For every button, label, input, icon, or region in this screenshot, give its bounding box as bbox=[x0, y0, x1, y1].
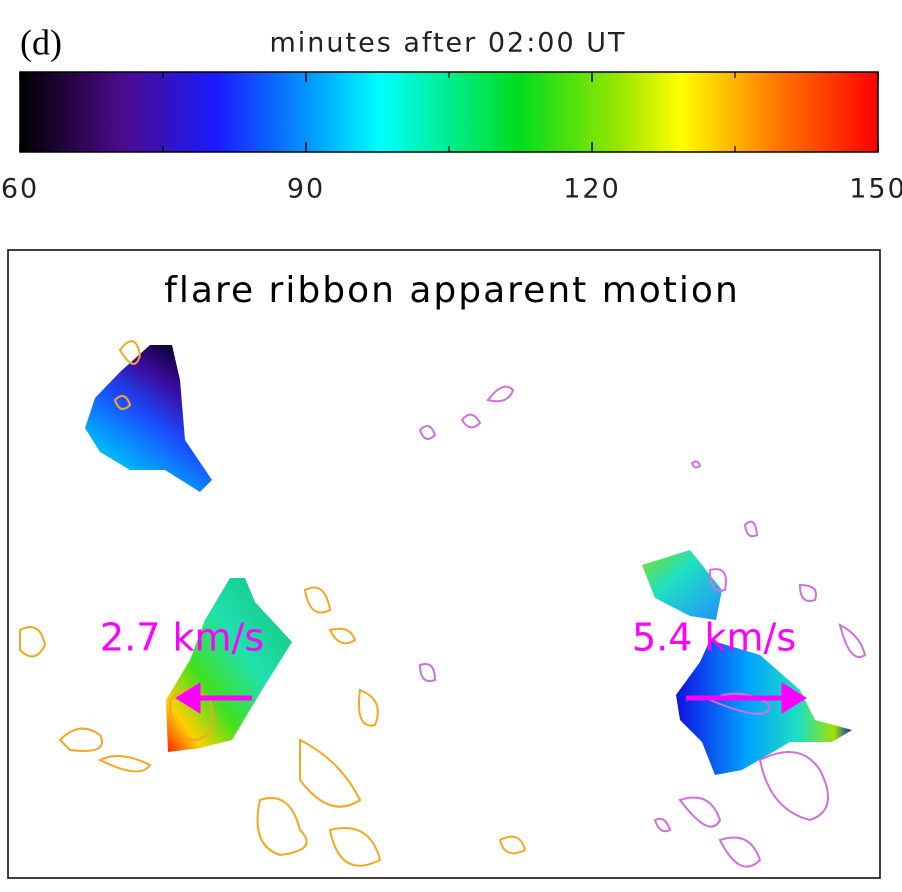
tick-label: 150 bbox=[849, 174, 902, 205]
contours bbox=[19, 340, 867, 868]
arrows bbox=[175, 682, 807, 714]
panel-title: flare ribbon apparent motion bbox=[164, 270, 740, 311]
tick-label: 120 bbox=[563, 174, 621, 205]
tick-label: 60 bbox=[1, 174, 39, 205]
ribbon bbox=[642, 550, 722, 620]
tick-label: 90 bbox=[287, 174, 325, 205]
arrow-head bbox=[175, 682, 201, 714]
panel-frame bbox=[7, 249, 881, 879]
ribbon bbox=[166, 578, 292, 752]
colorbar-title: minutes after 02:00 UT bbox=[270, 28, 627, 59]
arrow-head bbox=[781, 682, 807, 714]
colorbar-scale bbox=[19, 71, 879, 153]
annotation: 2.7 km/s bbox=[100, 616, 264, 660]
annotation: 5.4 km/s bbox=[632, 616, 796, 660]
ribbon bbox=[676, 640, 852, 775]
panel-label: (d) bbox=[20, 22, 62, 62]
ribbon bbox=[85, 345, 212, 492]
colorbar: 60 90 120 150 bbox=[1, 71, 902, 205]
